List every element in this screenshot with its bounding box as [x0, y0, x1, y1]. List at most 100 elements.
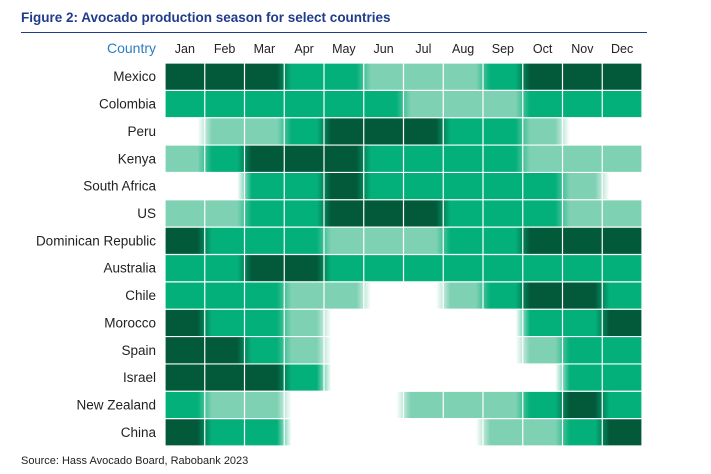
heatmap-cell-mexico-jun: [364, 63, 404, 90]
heatmap-cell-morocco-mar: [245, 309, 285, 336]
heatmap-cell-new-zealand-apr: [284, 391, 324, 418]
heatmap-cell-peru-jan: [165, 118, 205, 145]
heatmap-cell-morocco-apr: [284, 309, 324, 336]
heatmap-cell-us-sep: [483, 200, 523, 227]
heatmap-cell-israel-jan: [165, 364, 205, 391]
column-label-sep: Sep: [492, 42, 514, 56]
heatmap-cell-new-zealand-may: [324, 391, 364, 418]
column-label-jun: Jun: [374, 42, 394, 56]
heatmap-cell-china-aug: [443, 419, 483, 446]
heatmap-cell-mexico-jan: [165, 63, 205, 90]
heatmap-cell-south-africa-dec: [602, 172, 642, 199]
heatmap-cell-colombia-sep: [483, 90, 523, 117]
source-note: Source: Hass Avocado Board, Rabobank 202…: [21, 455, 249, 467]
heatmap-cell-china-jul: [404, 419, 444, 446]
heatmap-cell-china-mar: [245, 419, 285, 446]
heatmap-cell-peru-may: [324, 118, 364, 145]
heatmap-cell-chile-jun: [364, 282, 404, 309]
heatmap-cell-chile-sep: [483, 282, 523, 309]
heatmap-cell-us-oct: [523, 200, 563, 227]
row-label-israel: Israel: [123, 370, 156, 385]
heatmap-cell-dominican-republic-may: [324, 227, 364, 254]
heatmap-cell-israel-jul: [404, 364, 444, 391]
row-label-dominican-republic: Dominican Republic: [36, 233, 156, 248]
heatmap-cell-south-africa-feb: [205, 172, 245, 199]
heatmap-cell-morocco-aug: [443, 309, 483, 336]
heatmap-cell-kenya-oct: [523, 145, 563, 172]
row-label-peru: Peru: [127, 124, 156, 139]
heatmap-cell-chile-jul: [404, 282, 444, 309]
heatmap-cell-israel-apr: [284, 364, 324, 391]
heatmap-cell-australia-may: [324, 255, 364, 282]
heatmap-cell-morocco-sep: [483, 309, 523, 336]
heatmap-cell-china-feb: [205, 419, 245, 446]
heatmap-cell-mexico-oct: [523, 63, 563, 90]
column-labels: Jan Feb Mar Apr May Jun Jul Aug Sep Oct Nov Dec: [175, 42, 633, 56]
heatmap-cell-australia-feb: [205, 255, 245, 282]
heatmap-cell-kenya-aug: [443, 145, 483, 172]
row-header-label: Country: [107, 40, 156, 56]
heatmap-cell-mexico-mar: [245, 63, 285, 90]
heatmap-cell-spain-aug: [443, 337, 483, 364]
heatmap-cell-colombia-nov: [563, 90, 603, 117]
heatmap-cell-australia-aug: [443, 255, 483, 282]
heatmap-cell-chile-feb: [205, 282, 245, 309]
heatmap-cell-new-zealand-mar: [245, 391, 285, 418]
row-label-kenya: Kenya: [118, 151, 157, 166]
heatmap-cell-us-nov: [563, 200, 603, 227]
heatmap-cell-us-jan: [165, 200, 205, 227]
heatmap-cell-australia-jan: [165, 255, 205, 282]
heatmap-cell-colombia-apr: [284, 90, 324, 117]
heatmap-cell-spain-nov: [563, 337, 603, 364]
heatmap-cell-spain-dec: [602, 337, 642, 364]
heatmap-cell-colombia-aug: [443, 90, 483, 117]
heatmap-cell-israel-sep: [483, 364, 523, 391]
heatmap-cell-mexico-sep: [483, 63, 523, 90]
heatmap-cell-south-africa-jan: [165, 172, 205, 199]
row-label-morocco: Morocco: [104, 315, 156, 330]
heatmap-cell-us-apr: [284, 200, 324, 227]
heatmap-cell-colombia-dec: [602, 90, 642, 117]
row-label-us: US: [137, 206, 156, 221]
column-label-aug: Aug: [452, 42, 474, 56]
heatmap-cell-south-africa-jun: [364, 172, 404, 199]
heatmap-cell-dominican-republic-oct: [523, 227, 563, 254]
heatmap-cell-south-africa-nov: [563, 172, 603, 199]
heatmap-cell-peru-apr: [284, 118, 324, 145]
heatmap-cell-new-zealand-nov: [563, 391, 603, 418]
column-label-apr: Apr: [294, 42, 313, 56]
heatmap-cell-dominican-republic-feb: [205, 227, 245, 254]
heatmap-cell-israel-nov: [563, 364, 603, 391]
heatmap-cell-south-africa-mar: [245, 172, 285, 199]
heatmap-cell-australia-jun: [364, 255, 404, 282]
heatmap-cell-australia-mar: [245, 255, 285, 282]
grid-lines: [164, 62, 643, 447]
row-label-australia: Australia: [103, 261, 156, 276]
heatmap-cell-peru-aug: [443, 118, 483, 145]
heatmap-cell-new-zealand-sep: [483, 391, 523, 418]
heatmap-cell-colombia-jun: [364, 90, 404, 117]
heatmap-cell-china-apr: [284, 419, 324, 446]
heatmap-cell-dominican-republic-jun: [364, 227, 404, 254]
heatmap-cell-chile-oct: [523, 282, 563, 309]
heatmap-cell-us-dec: [602, 200, 642, 227]
heatmap-cell-kenya-may: [324, 145, 364, 172]
heatmap-cell-kenya-jan: [165, 145, 205, 172]
column-label-dec: Dec: [611, 42, 633, 56]
heatmap-cell-dominican-republic-sep: [483, 227, 523, 254]
heatmap-cell-colombia-may: [324, 90, 364, 117]
heatmap-cell-dominican-republic-aug: [443, 227, 483, 254]
heatmap-cell-south-africa-sep: [483, 172, 523, 199]
heatmap-cell-mexico-aug: [443, 63, 483, 90]
heatmap-cell-chile-mar: [245, 282, 285, 309]
heatmap-cell-spain-may: [324, 337, 364, 364]
chart-title: Figure 2: Avocado production season for …: [21, 10, 391, 25]
heatmap-cell-spain-jun: [364, 337, 404, 364]
heatmap-cell-australia-oct: [523, 255, 563, 282]
heatmap-cell-morocco-jul: [404, 309, 444, 336]
heatmap-cell-mexico-feb: [205, 63, 245, 90]
heatmap-cell-dominican-republic-jul: [404, 227, 444, 254]
heatmap-cell-israel-oct: [523, 364, 563, 391]
heatmap-cell-chile-jan: [165, 282, 205, 309]
